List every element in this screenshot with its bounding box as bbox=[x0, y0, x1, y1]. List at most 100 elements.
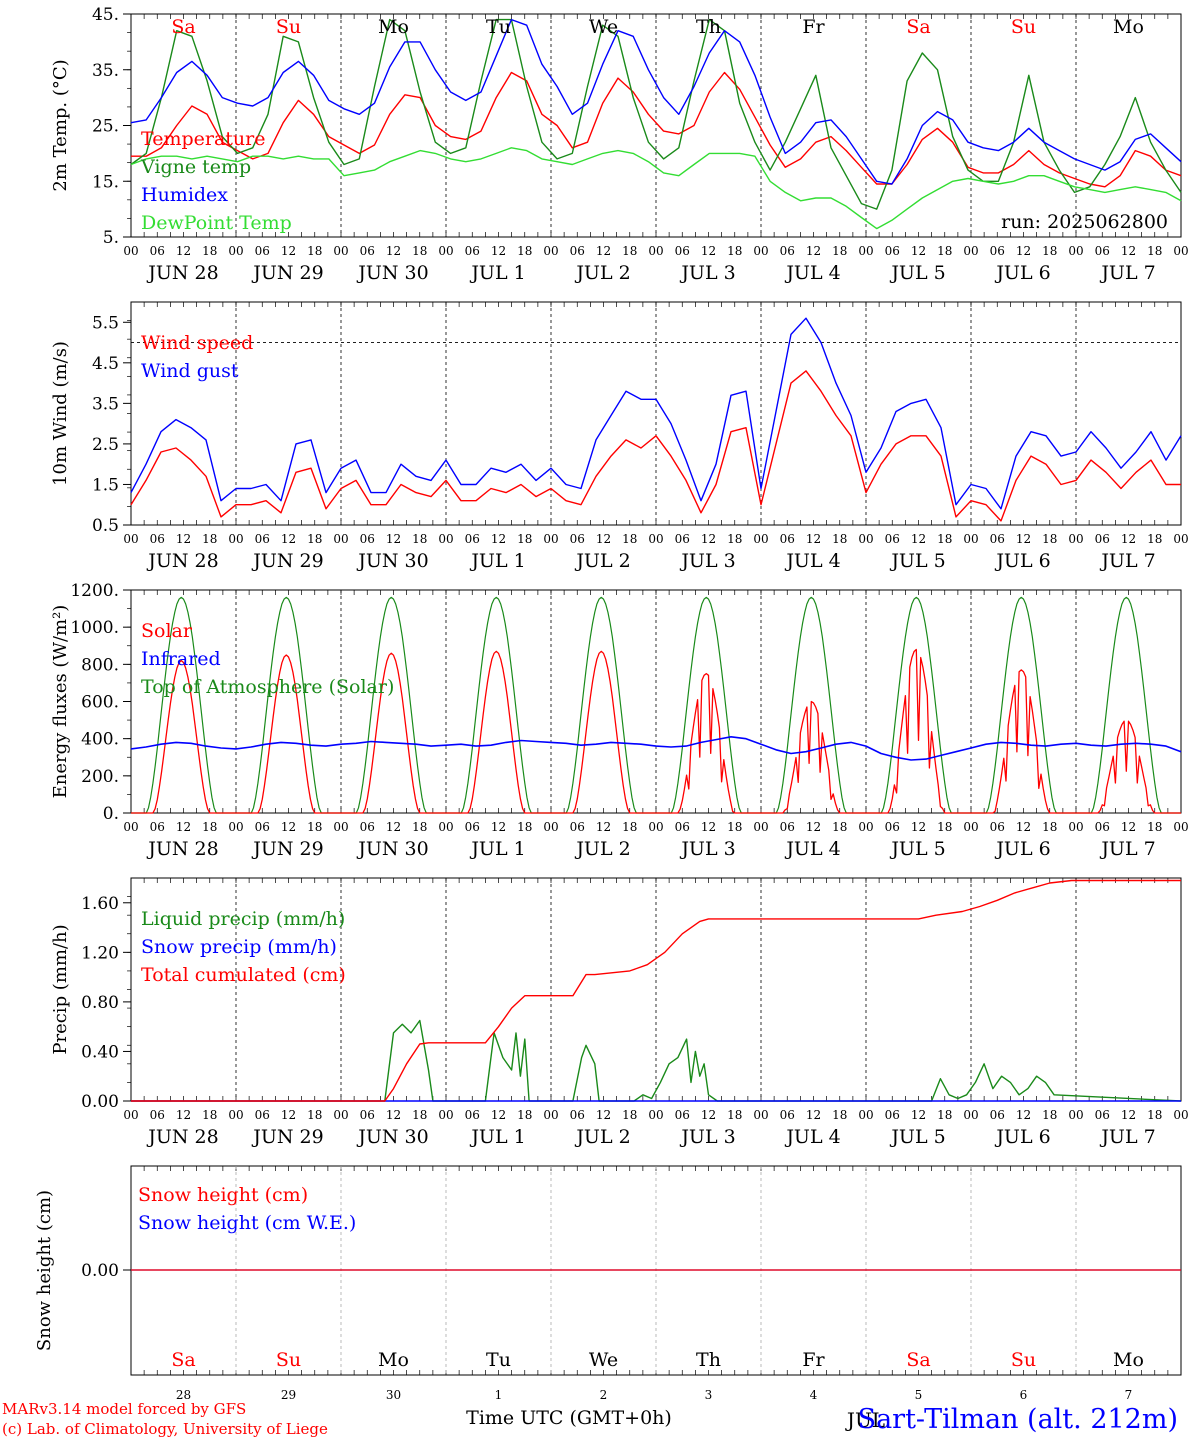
hour-label: 00 bbox=[963, 244, 978, 258]
legend-entry: Liquid precip (mm/h) bbox=[141, 908, 345, 930]
hour-label: 18 bbox=[202, 244, 217, 258]
day-number: 5 bbox=[915, 1388, 923, 1402]
y-tick-label: 600. bbox=[81, 693, 119, 713]
hour-label: 06 bbox=[780, 820, 795, 834]
hour-label: 18 bbox=[622, 1108, 637, 1122]
day-name: Tu bbox=[486, 16, 511, 38]
hour-label: 00 bbox=[543, 532, 558, 546]
y-axis-title: Snow height (cm) bbox=[34, 1190, 55, 1351]
hour-label: 12 bbox=[491, 1108, 506, 1122]
y-tick-label: 0.00 bbox=[81, 1261, 119, 1281]
hour-label: 12 bbox=[701, 244, 716, 258]
hour-label: 18 bbox=[202, 1108, 217, 1122]
series-wind-gust bbox=[130, 317, 1182, 510]
hour-label: 06 bbox=[150, 244, 165, 258]
hour-label: 00 bbox=[228, 244, 243, 258]
hour-label: 12 bbox=[281, 1108, 296, 1122]
y-tick-label: 0.40 bbox=[81, 1042, 119, 1062]
date-label: JUL 2 bbox=[574, 550, 630, 572]
panel-4: 0.00 Snow height (cm) Snow height (cm) Snow… bbox=[34, 1165, 1182, 1402]
panel-2: 0. 200. 400. 600. 800. 1000. 1200. Energy fluxe… bbox=[50, 581, 1189, 860]
hour-label: 06 bbox=[780, 532, 795, 546]
date-label: JUL 4 bbox=[784, 262, 840, 284]
y-tick-label: 0.00 bbox=[81, 1092, 119, 1112]
hour-label: 00 bbox=[858, 532, 873, 546]
hour-label: 18 bbox=[832, 820, 847, 834]
date-label: JUL 5 bbox=[889, 262, 945, 284]
hour-label: 06 bbox=[780, 244, 795, 258]
series-dewpoint-temp bbox=[130, 147, 1182, 230]
hour-label: 18 bbox=[832, 244, 847, 258]
day-name: Mo bbox=[1113, 16, 1144, 38]
y-tick-label: 5. bbox=[103, 228, 119, 248]
hour-label: 06 bbox=[150, 820, 165, 834]
hour-label: 12 bbox=[596, 820, 611, 834]
hour-label: 12 bbox=[1016, 1108, 1031, 1122]
legend-entry: Temperature bbox=[141, 128, 265, 150]
y-tick-label: 5.5 bbox=[92, 313, 119, 333]
hour-label: 06 bbox=[990, 532, 1005, 546]
hour-label: 12 bbox=[1121, 244, 1136, 258]
hour-label: 12 bbox=[806, 1108, 821, 1122]
hour-label: 18 bbox=[517, 532, 532, 546]
hour-label: 06 bbox=[360, 820, 375, 834]
day-number: 6 bbox=[1020, 1388, 1028, 1402]
hour-label: 00 bbox=[648, 820, 663, 834]
day-number: 30 bbox=[386, 1388, 401, 1402]
date-label: JUN 30 bbox=[356, 1126, 428, 1148]
hour-label: 18 bbox=[307, 532, 322, 546]
y-axis-title: Precip (mm/h) bbox=[50, 924, 71, 1054]
hour-label: 06 bbox=[675, 820, 690, 834]
run-label: run: 2025062800 bbox=[1001, 211, 1168, 233]
series-total-cumulated bbox=[131, 879, 1181, 1102]
y-tick-label: 25. bbox=[92, 117, 119, 137]
date-label: JUL 2 bbox=[574, 262, 630, 284]
hour-label: 18 bbox=[832, 1108, 847, 1122]
hour-label: 18 bbox=[1042, 1108, 1057, 1122]
hour-label: 18 bbox=[1042, 532, 1057, 546]
legend-entry: Snow height (cm) bbox=[138, 1184, 308, 1206]
hour-label: 00 bbox=[333, 532, 348, 546]
hour-label: 12 bbox=[596, 532, 611, 546]
day-name: We bbox=[589, 1349, 618, 1371]
hour-label: 06 bbox=[885, 244, 900, 258]
hour-label: 12 bbox=[1016, 244, 1031, 258]
date-label: JUL 6 bbox=[994, 1126, 1050, 1148]
y-tick-label: 0.80 bbox=[81, 993, 119, 1013]
hour-label: 18 bbox=[937, 532, 952, 546]
hour-label: 12 bbox=[701, 532, 716, 546]
day-number: 7 bbox=[1125, 1388, 1133, 1402]
day-number: 3 bbox=[705, 1388, 713, 1402]
day-number: 2 bbox=[600, 1388, 608, 1402]
hour-label: 00 bbox=[543, 1108, 558, 1122]
date-label: JUN 29 bbox=[251, 550, 323, 572]
hour-label: 18 bbox=[517, 820, 532, 834]
panel-0: 5. 15. 25. 35. 45. 2m Temp. (°C) 00 06 12 18 JUN 2… bbox=[50, 5, 1189, 284]
series-wind-speed bbox=[130, 370, 1181, 522]
y-axis-title: Energy fluxes (W/m²) bbox=[50, 605, 71, 799]
hour-label: 00 bbox=[123, 532, 138, 546]
hour-label: 18 bbox=[1147, 244, 1162, 258]
hour-label: 18 bbox=[622, 820, 637, 834]
date-label: JUL 5 bbox=[889, 550, 945, 572]
hour-label: 12 bbox=[911, 244, 926, 258]
day-name: Mo bbox=[1113, 1349, 1144, 1371]
hour-label: 12 bbox=[806, 820, 821, 834]
hour-label: 12 bbox=[596, 1108, 611, 1122]
hour-label: 06 bbox=[465, 532, 480, 546]
date-label: JUL 7 bbox=[1099, 1126, 1155, 1148]
panel-3: 0.00 0.40 0.80 1.20 1.60 Precip (mm/h) 00 06 12 1… bbox=[50, 877, 1189, 1148]
legend-entry: Wind gust bbox=[141, 360, 239, 382]
date-label: JUL 6 bbox=[994, 262, 1050, 284]
hour-label: 00 bbox=[648, 1108, 663, 1122]
hour-label: 06 bbox=[675, 532, 690, 546]
date-label: JUL 5 bbox=[889, 1126, 945, 1148]
date-label: JUL 5 bbox=[889, 838, 945, 860]
hour-label: 00 bbox=[753, 532, 768, 546]
hour-label: 00 bbox=[438, 532, 453, 546]
hour-label: 00 bbox=[963, 1108, 978, 1122]
hour-label: 00 bbox=[1068, 244, 1083, 258]
date-label: JUN 30 bbox=[356, 838, 428, 860]
date-label: JUL 3 bbox=[679, 550, 735, 572]
day-name: Sa bbox=[171, 1349, 195, 1371]
